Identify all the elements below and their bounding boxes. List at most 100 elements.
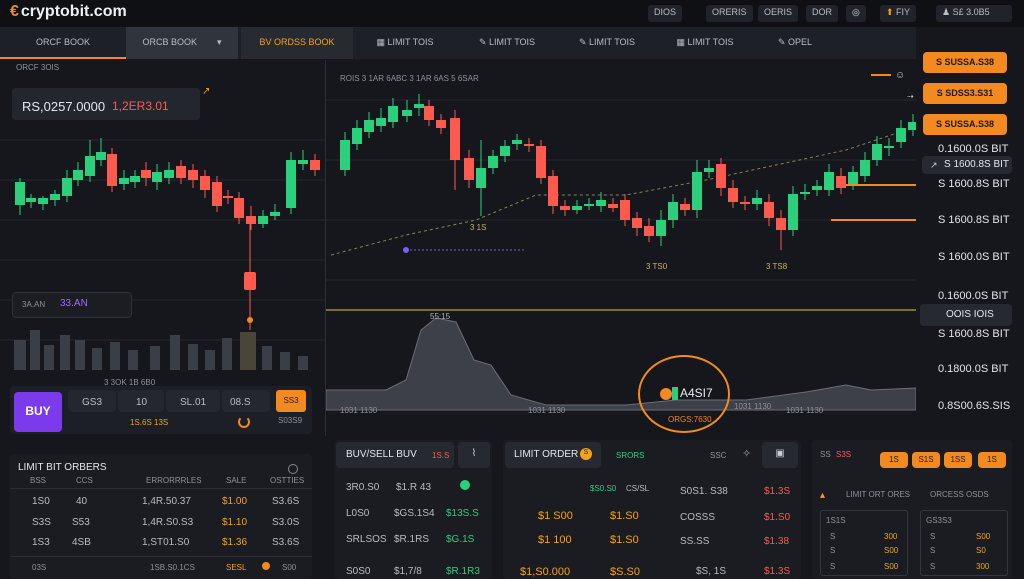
price-button-1[interactable]: S SUSSA.S38 (923, 52, 1007, 73)
limit-order-title: LIMIT ORDER (514, 449, 579, 460)
price-level: 0.1800.0S BIT (938, 363, 1009, 375)
candle (270, 212, 280, 216)
col-header: ERRORRRLES (146, 476, 202, 485)
price-field[interactable] (166, 390, 220, 412)
orders-tab[interactable]: 1S (978, 452, 1006, 468)
candle (800, 192, 810, 194)
candle (716, 164, 726, 188)
amount-value: GS3 (82, 397, 103, 408)
annotation-3: 3 TS0 (646, 262, 668, 271)
table-footer: SESL (226, 563, 247, 572)
box-cell: S00 (976, 532, 991, 541)
candle (740, 202, 750, 204)
camera-icon[interactable]: ▣ (762, 442, 798, 468)
box-cell: S00 (884, 546, 899, 555)
trade-sub-label: 1S.6S 13S (130, 418, 169, 427)
tab-limit-2[interactable]: ✎ LIMIT TOIS (478, 37, 536, 47)
box-cell: S (930, 562, 936, 571)
table-cell: $1 100 (538, 534, 572, 546)
candle (824, 172, 834, 190)
globe-icon[interactable]: ◎ (846, 5, 866, 22)
col-header: BSS (30, 476, 47, 485)
orders-tab[interactable]: 1SS (944, 452, 972, 468)
box-label: GS3S3 (926, 516, 952, 525)
table-cell: $1.10 (222, 517, 248, 528)
orders-title-2: ORCESS OSDS (930, 490, 989, 499)
trend-icon[interactable]: ⌇ (458, 442, 490, 468)
orders-tab[interactable]: 1S (880, 452, 908, 468)
total-value: 08.S (230, 397, 251, 408)
candle (584, 204, 594, 206)
box-cell: S (930, 546, 936, 555)
candle (608, 204, 618, 208)
candle (464, 158, 474, 180)
table-cell: $R.1R3 (446, 566, 480, 577)
info-icon[interactable] (288, 464, 298, 474)
bell-icon: ♟ (942, 7, 953, 17)
user-menu[interactable]: ⬆ FIY (880, 5, 917, 22)
candle (668, 202, 678, 220)
volume-time-label: 1031 1130 (786, 406, 824, 415)
order-box-1[interactable] (820, 510, 908, 576)
candle (212, 182, 222, 206)
divider (10, 556, 312, 557)
orders-tab[interactable]: S1S (912, 452, 940, 468)
tab-limit-3[interactable]: ✎ LIMIT TOIS (578, 37, 636, 47)
price-box (12, 88, 200, 120)
box-cell: S (830, 562, 836, 571)
qty-field[interactable] (118, 390, 164, 412)
indicator-box[interactable] (12, 292, 132, 318)
table-cell: $S0.S0 (590, 484, 617, 493)
total-field[interactable] (222, 390, 270, 412)
candle (310, 160, 320, 170)
buy-sell-title: BUV/SELL BUV (346, 449, 417, 460)
indicator-label: 3A.AN (22, 300, 46, 309)
status-dot-icon (460, 480, 470, 490)
candle (62, 178, 72, 196)
candle (234, 198, 244, 218)
price-level: S 1600.8S BIT (938, 214, 1010, 226)
tab-orders-book[interactable]: BV ORDSS BOOK (241, 27, 353, 59)
badge-value: A4SI7 (680, 386, 713, 400)
order-box-2[interactable] (920, 510, 1008, 576)
limit-tab-1[interactable]: SRORS (616, 451, 645, 460)
table-cell: S3.0S (272, 517, 300, 528)
balance-display[interactable]: ♟ S£ 3.0B5 (936, 5, 1012, 22)
candle (656, 220, 666, 236)
tab-limit-1[interactable]: ▦ LIMIT TOIS (376, 37, 434, 47)
top-bar (0, 0, 1024, 27)
candle (96, 152, 106, 160)
green-bar-icon (672, 387, 678, 400)
sell-button[interactable]: SS3 (276, 390, 306, 412)
logo[interactable]: € cryptobit.com (10, 3, 127, 20)
candle (223, 196, 233, 198)
candle (119, 178, 129, 184)
limit-order-badge: S (580, 448, 592, 460)
tab-limit-4[interactable]: ▦ LIMIT TOIS (676, 37, 734, 47)
volume-time-label: 1031 1130 (528, 406, 566, 415)
box-cell: S (830, 532, 836, 541)
tab-order-book[interactable]: ORCF BOOK (0, 27, 126, 59)
chart-top-labels: ROIS 3 1AR 6ABC 3 1AR 6AS 5 6SAR (340, 74, 479, 83)
candle (130, 176, 140, 182)
table-cell: $1,7/8 (394, 566, 422, 577)
topnav-item[interactable]: ORERIS (706, 5, 753, 22)
buy-button[interactable]: BUY (14, 392, 62, 432)
limit-tab-2[interactable]: SSC (710, 451, 727, 460)
price-button-2[interactable]: S SDSS3.S31 (923, 83, 1007, 104)
col-header: SALE (226, 476, 247, 485)
settings-icon[interactable]: ✧ (742, 448, 752, 460)
price-button-3[interactable]: S SUSSA.S38 (923, 114, 1007, 135)
orders-title: LIMIT ORT ORES (846, 490, 911, 499)
topnav-item[interactable]: DOR (806, 5, 838, 22)
spinner-icon (238, 416, 250, 428)
candle (728, 188, 738, 202)
amount-field[interactable] (68, 390, 116, 412)
candle (872, 144, 882, 160)
table-footer: 03S (32, 563, 47, 572)
topnav-item[interactable]: DIOS (648, 5, 683, 22)
tab-open[interactable]: ✎ OPEL (777, 37, 813, 47)
table-footer: S00 (282, 563, 297, 572)
tab-order-book-dropdown[interactable]: ORCB BOOK ▾ (126, 27, 238, 59)
topnav-item[interactable]: OERIS (758, 5, 799, 22)
